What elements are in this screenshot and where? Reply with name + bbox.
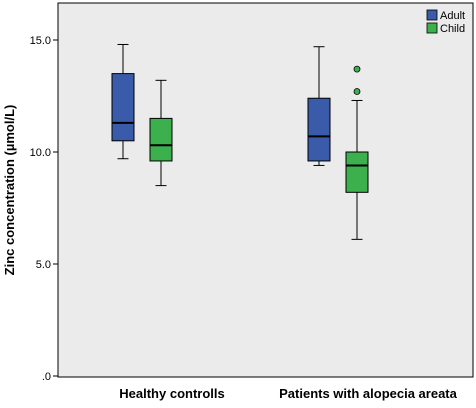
series-1-cat-1-outlier-1: [353, 65, 361, 73]
y-axis-title: Zinc concentration (µmol/L): [2, 105, 17, 276]
legend-label-0: Adult: [440, 10, 465, 22]
legend-label-1: Child: [440, 23, 465, 35]
series-1-cat-1-outlier-0: [353, 88, 361, 95]
y-tick-label-3: 15.0: [30, 35, 51, 47]
plot-area: [57, 2, 474, 378]
y-tick-label-0: .0: [42, 371, 51, 383]
legend-swatch-0: [426, 9, 438, 21]
y-tick-label-1: 5.0: [36, 259, 51, 271]
series-0-cat-1-box: [307, 97, 331, 162]
x-category-label-1: Patients with alopecia areata: [279, 386, 458, 401]
y-tick-label-2: 10.0: [30, 147, 51, 159]
series-1-cat-1-box: [345, 151, 369, 193]
legend-swatch-1: [426, 22, 438, 34]
series-0-cat-0-box: [111, 73, 135, 142]
series-1-cat-0-box: [149, 117, 173, 162]
x-category-label-0: Healthy controlls: [119, 386, 224, 401]
